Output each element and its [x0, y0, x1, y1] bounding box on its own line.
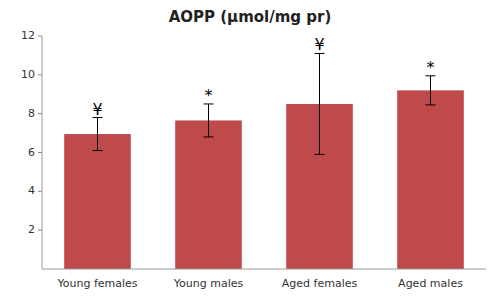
- error-bar: [315, 53, 325, 154]
- error-cap: [204, 136, 214, 137]
- error-stem: [208, 104, 209, 137]
- y-tick-label: 8: [28, 107, 35, 120]
- x-axis: Young females Young males Aged females Aged…: [56, 277, 463, 290]
- y-tick-label: 4: [28, 184, 35, 197]
- x-tick-label: Aged females: [282, 277, 358, 290]
- error-bar: [93, 118, 103, 151]
- annotation: ¥: [92, 100, 102, 119]
- y-tick-label: 6: [28, 146, 35, 159]
- error-bar: [204, 104, 214, 137]
- annotation: ¥: [314, 35, 324, 54]
- y-tick: [38, 36, 42, 37]
- error-cap: [315, 154, 325, 155]
- error-cap: [93, 150, 103, 151]
- y-tick-label: 10: [21, 68, 35, 81]
- error-stem: [319, 53, 320, 154]
- y-axis-line: [42, 36, 43, 269]
- error-bars: [93, 53, 436, 154]
- annotations: ¥ * ¥ *: [92, 35, 434, 118]
- error-stem: [97, 118, 98, 151]
- x-tick-label: Young males: [173, 277, 244, 290]
- bars: [64, 90, 464, 269]
- y-tick: [38, 230, 42, 231]
- chart-svg: AOPP (μmol/mg pr) 2 4 6 8 10 12 ¥ * ¥ * Young femal…: [0, 0, 500, 301]
- bar: [175, 120, 242, 269]
- y-tick: [38, 191, 42, 192]
- y-axis: 2 4 6 8 10 12: [21, 29, 42, 236]
- bar: [64, 134, 131, 269]
- y-tick-label: 2: [28, 223, 35, 236]
- chart-container: AOPP (μmol/mg pr) 2 4 6 8 10 12 ¥ * ¥ * Young femal…: [0, 0, 500, 301]
- y-tick: [38, 113, 42, 114]
- error-stem: [430, 76, 431, 105]
- annotation: *: [427, 58, 435, 77]
- chart-title: AOPP (μmol/mg pr): [169, 8, 332, 26]
- error-bar: [426, 76, 436, 105]
- annotation: *: [205, 86, 213, 105]
- x-tick-label: Aged males: [398, 277, 463, 290]
- y-tick: [38, 152, 42, 153]
- y-tick: [38, 74, 42, 75]
- x-axis-line: [42, 269, 486, 270]
- x-tick-label: Young females: [56, 277, 137, 290]
- error-cap: [426, 104, 436, 105]
- y-tick-label: 12: [21, 29, 35, 42]
- bar: [397, 90, 464, 269]
